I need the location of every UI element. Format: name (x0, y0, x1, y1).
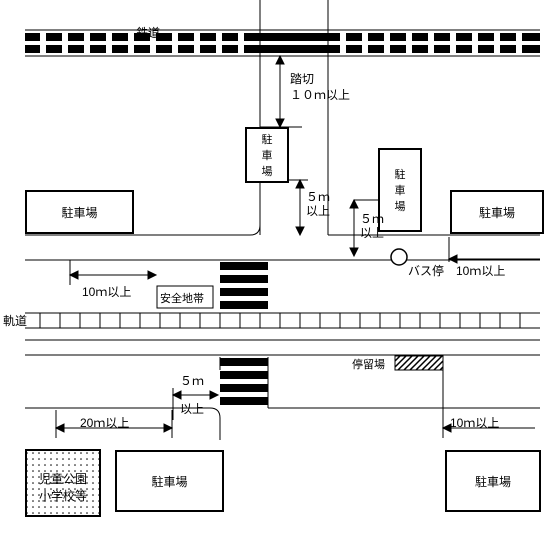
parking-box-upper-left: 駐車場 (25, 190, 134, 234)
label-5m-b2: 以上 (360, 224, 384, 241)
parking-box-crossing: 駐 車 場 (245, 127, 289, 183)
label-5m-c: ５ｍ (180, 372, 204, 389)
label-10m-bus: 10ｍ以上 (456, 262, 505, 279)
crosswalk-upper (220, 262, 268, 309)
railway-track (25, 30, 540, 56)
bus-stop-icon (391, 249, 407, 265)
label-crossing-dist: １０ｍ以上 (290, 86, 350, 103)
crosswalk-lower (220, 358, 268, 405)
dim-10m-safety (70, 260, 156, 285)
dim-10m-bus (449, 237, 540, 263)
label-20m: 20ｍ以上 (80, 414, 129, 431)
label-bus-stop: バス停 (408, 262, 444, 279)
label-tram-stop: 停留場 (352, 356, 385, 372)
dim-5m-mid (260, 180, 308, 235)
label-5m-a2: 以上 (306, 202, 330, 219)
parking-box-lower-left: 駐車場 (115, 450, 224, 512)
label-school: 児童公園 小学校等 (32, 470, 94, 504)
label-10m-lower: 10ｍ以上 (450, 414, 499, 431)
tram-stop-platform (395, 356, 443, 370)
label-safety-zone: 安全地帯 (160, 290, 204, 306)
parking-box-bus: 駐 車 場 (378, 148, 422, 232)
tram-track (25, 313, 540, 355)
parking-box-upper-right: 駐車場 (450, 190, 544, 234)
parking-box-lower-right: 駐車場 (445, 450, 541, 512)
label-5m-c2: 以上 (180, 400, 204, 417)
label-crossing: 踏切 (290, 70, 314, 87)
label-railway: 鉄道 (136, 24, 160, 41)
label-track: 軌道 (3, 312, 27, 329)
label-10m-safety: 10ｍ以上 (82, 283, 131, 300)
